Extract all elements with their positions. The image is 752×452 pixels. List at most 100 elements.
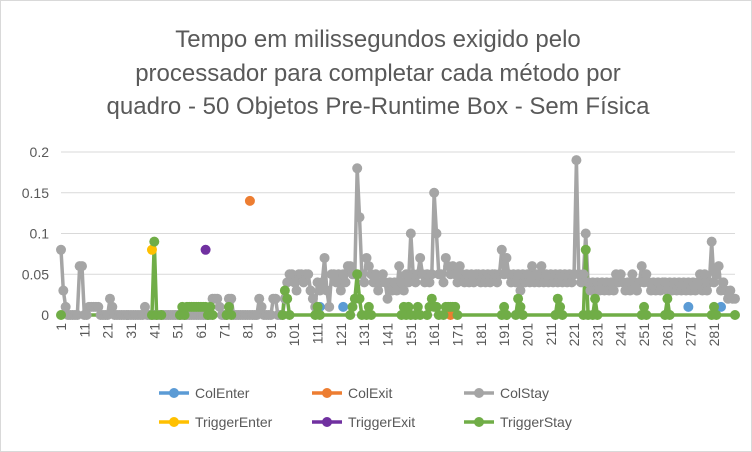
triggerstay-point [592, 310, 603, 320]
colstay-point [373, 285, 384, 296]
x-tick-label: 221 [566, 323, 582, 347]
colstay-point [625, 285, 636, 296]
colstay-point [359, 277, 370, 288]
triggerstay-point [557, 310, 568, 320]
title-line-1: Tempo em milissegundos exigido pelo [175, 26, 581, 53]
triggerstay-point [412, 301, 423, 312]
colstay-point [93, 301, 104, 312]
legend-colexit-label: ColExit [348, 385, 392, 401]
triggerstay-point [517, 310, 528, 320]
x-tick-label: 161 [426, 323, 442, 347]
triggerstay-point [314, 310, 325, 320]
triggerstay-point [279, 285, 290, 296]
x-tick-label: 101 [286, 323, 302, 347]
triggerstay-point [513, 293, 524, 304]
colstay-point [391, 285, 402, 296]
legend-triggerenter-label: TriggerEnter [195, 414, 273, 430]
colstay-point [496, 244, 507, 255]
colstay-point [394, 261, 405, 272]
triggerstay-point [664, 310, 675, 320]
triggerstay-point [711, 310, 722, 320]
colstay-point [690, 285, 701, 296]
colstay-point [606, 277, 617, 288]
x-tick-label: 81 [240, 323, 256, 339]
colstay-point [331, 277, 342, 288]
colstay-point [403, 277, 414, 288]
colstay-point [536, 261, 547, 272]
colstay-point [426, 269, 437, 280]
legend-colexit-swatch-marker [322, 388, 332, 398]
colstay-point [711, 269, 722, 280]
colstay-point [352, 163, 363, 174]
y-tick-label: 0.2 [30, 144, 50, 160]
colstay-point [571, 155, 582, 166]
colstay-point [270, 293, 281, 304]
colstay-point [291, 285, 302, 296]
triggerstay-point [639, 301, 650, 312]
x-tick-label: 191 [496, 323, 512, 347]
colstay-point [655, 285, 666, 296]
colstay-point [226, 293, 237, 304]
colstay-point [398, 285, 409, 296]
colstay-point [429, 187, 440, 198]
x-tick-label: 151 [403, 323, 419, 347]
triggerstay-point [347, 301, 358, 312]
colstay-point [527, 261, 538, 272]
legend-triggerstay-label: TriggerStay [500, 414, 572, 430]
colstay-point [424, 277, 435, 288]
colstay-point [382, 293, 393, 304]
colstay-point [436, 269, 447, 280]
colstay-point [447, 261, 458, 272]
colstay-point [286, 269, 297, 280]
colenter-point [683, 301, 694, 312]
colstay-point [405, 228, 416, 239]
x-tick-label: 261 [659, 323, 675, 347]
triggerstay-point [179, 310, 190, 320]
colstay-point [265, 310, 276, 320]
title-line-2: processador para completar cada método p… [135, 60, 621, 87]
triggerstay-point [515, 301, 526, 312]
x-tick-label: 41 [146, 323, 162, 339]
x-tick-label: 171 [449, 323, 465, 347]
series-markers [56, 155, 740, 320]
legend-triggerstay-swatch-marker [474, 417, 484, 427]
colstay-point [58, 285, 69, 296]
colstay-point [345, 261, 356, 272]
colstay-point [706, 236, 717, 247]
legend-colenter-label: ColEnter [195, 385, 250, 401]
x-tick-label: 111 [310, 323, 326, 344]
triggerstay-point [149, 236, 160, 247]
x-tick-label: 121 [333, 323, 349, 347]
triggerstay-point [499, 301, 510, 312]
colstay-point [510, 277, 521, 288]
x-tick-label: 211 [543, 323, 559, 346]
x-tick-label: 231 [589, 323, 605, 347]
colenter-point [338, 301, 349, 312]
colstay-point [468, 277, 479, 288]
colstay-point [338, 269, 349, 280]
triggerstay-point [590, 293, 601, 304]
colstay-point [256, 301, 267, 312]
triggerstay-point [452, 310, 463, 320]
colstay-point [636, 261, 647, 272]
colenter-point [716, 301, 727, 312]
x-tick-label: 241 [613, 323, 629, 347]
triggerstay-point [501, 310, 512, 320]
x-tick-label: 281 [706, 323, 722, 347]
triggerstay-point [354, 293, 365, 304]
x-tick-label: 11 [76, 323, 92, 338]
colstay-point [522, 269, 533, 280]
x-tick-label: 1 [53, 323, 69, 331]
x-tick-label: 271 [683, 323, 699, 347]
colstay-point [254, 293, 265, 304]
colexit-point [244, 195, 255, 206]
legend-triggerexit-label: TriggerExit [348, 414, 415, 430]
colstay-point [377, 269, 388, 280]
colstay-point [580, 228, 591, 239]
triggerstay-point [312, 301, 323, 312]
colstay-point [298, 277, 309, 288]
legend-colenter-swatch-marker [169, 388, 179, 398]
triggerstay-point [277, 310, 288, 320]
colstay-point [440, 252, 451, 263]
